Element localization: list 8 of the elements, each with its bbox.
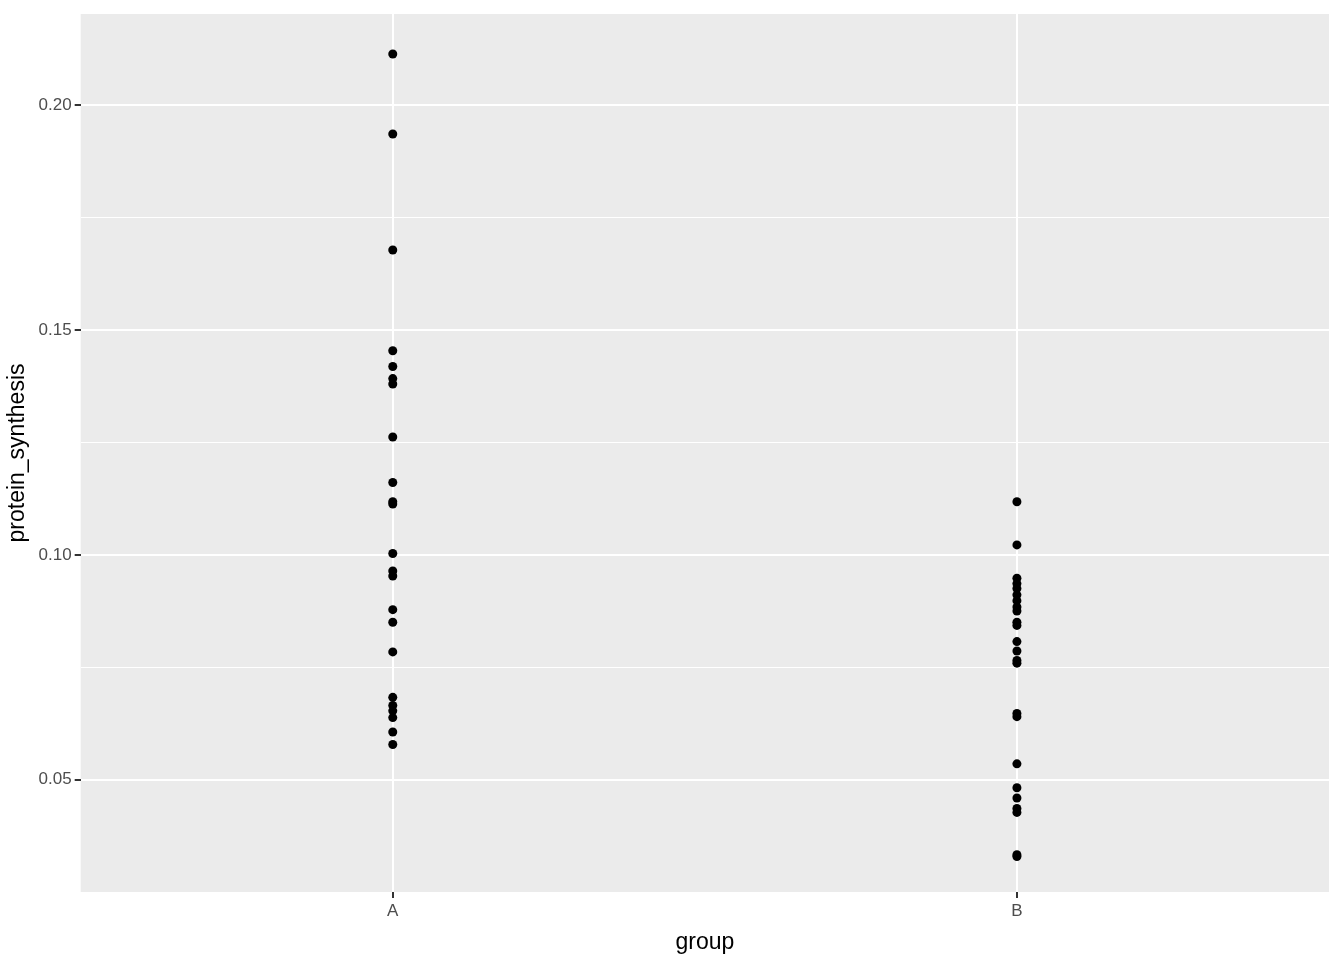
x-axis-title: group bbox=[675, 927, 735, 954]
y-axis-title: protein_synthesis bbox=[3, 363, 30, 543]
y-tick-label: 0.10 bbox=[38, 544, 72, 564]
y-tick-label: 0.05 bbox=[38, 769, 72, 789]
x-tick-label: A bbox=[387, 900, 400, 920]
y-tick-label: 0.20 bbox=[38, 94, 72, 114]
x-tick-label: B bbox=[1011, 900, 1023, 920]
y-tick-label: 0.15 bbox=[38, 319, 72, 339]
